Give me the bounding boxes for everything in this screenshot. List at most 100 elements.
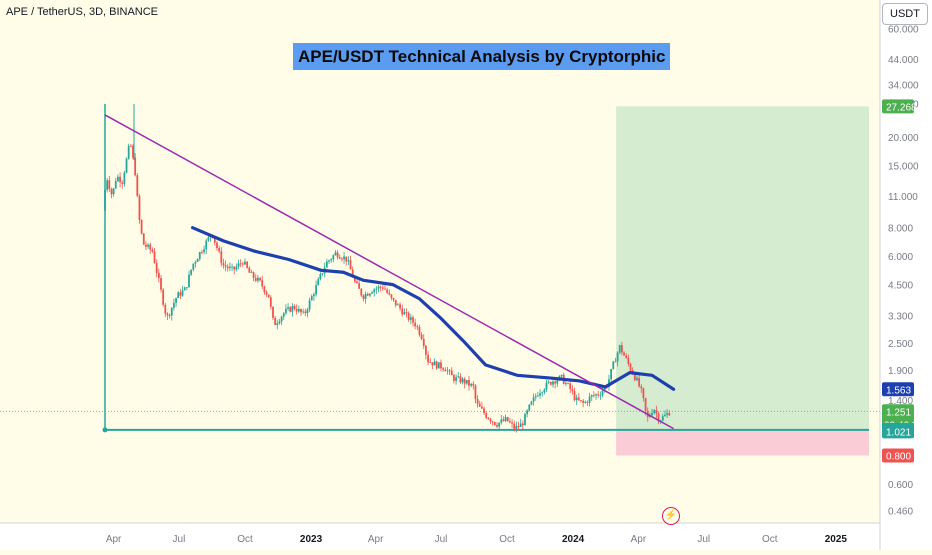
candle <box>166 312 169 320</box>
candle <box>289 306 292 313</box>
candle-body <box>321 273 324 275</box>
candle <box>345 256 348 266</box>
candle <box>616 351 619 367</box>
price-tag: 1.021 <box>882 424 914 439</box>
candle <box>465 380 468 386</box>
price-tag: 27.268 <box>882 99 917 114</box>
candle <box>629 362 632 373</box>
candle <box>453 373 455 384</box>
candle-body <box>651 412 653 416</box>
candle-body <box>588 396 591 403</box>
candle <box>136 172 139 198</box>
candle-body <box>599 395 602 397</box>
candle-body <box>239 263 242 265</box>
price-tag: 1.563 <box>882 382 914 397</box>
candle <box>388 289 391 296</box>
candle <box>468 375 470 391</box>
candle <box>129 144 132 147</box>
candle-body <box>429 362 432 364</box>
candle-body <box>509 421 511 423</box>
candle-body <box>134 157 137 176</box>
candle <box>151 247 154 253</box>
candle-body <box>653 410 656 413</box>
candle-body <box>407 312 410 320</box>
candle-body <box>565 383 567 384</box>
candle-body <box>636 377 638 381</box>
candle-body <box>425 345 427 355</box>
candle <box>554 380 557 389</box>
candle <box>375 286 378 294</box>
candle <box>435 360 438 370</box>
candle <box>149 242 152 254</box>
candle-body <box>543 389 546 393</box>
candle-body <box>248 267 251 273</box>
candle <box>181 286 184 297</box>
candle <box>651 408 653 417</box>
y-tick-label: 15.000 <box>888 161 919 172</box>
candle <box>431 362 434 370</box>
candle <box>491 420 494 426</box>
candle-body <box>205 240 208 250</box>
candle-body <box>573 391 576 401</box>
candle-body <box>414 322 417 327</box>
candle <box>427 351 429 366</box>
candle <box>280 315 283 326</box>
candle <box>450 367 453 376</box>
candle <box>379 285 382 292</box>
candle-body <box>272 306 274 318</box>
candle-body <box>157 272 160 279</box>
moving-average-line <box>190 226 676 391</box>
y-tick-label: 44.000 <box>888 55 919 66</box>
candle-body <box>453 375 455 381</box>
candle <box>321 273 324 276</box>
candle-body <box>375 288 378 290</box>
candle-body <box>261 280 264 287</box>
candle-body <box>519 423 522 428</box>
candle-body <box>437 362 440 369</box>
candle-body <box>401 308 404 315</box>
candle-body <box>640 386 643 389</box>
candle <box>405 308 408 318</box>
candle <box>192 263 195 272</box>
candle <box>420 332 423 341</box>
candle <box>474 384 477 404</box>
candle-body <box>664 414 666 417</box>
candle-body <box>545 382 548 390</box>
candle <box>612 360 615 370</box>
candle-body <box>644 398 647 411</box>
candle <box>278 318 281 325</box>
candle-body <box>263 286 266 293</box>
candle-body <box>104 189 106 211</box>
candle-body <box>138 195 141 220</box>
candle <box>330 258 333 263</box>
candle <box>481 401 483 410</box>
candle-body <box>463 378 466 384</box>
candle-body <box>297 309 300 312</box>
candle-body <box>188 274 190 288</box>
candle <box>347 256 350 266</box>
candle <box>597 390 600 399</box>
candle <box>478 400 481 407</box>
candle-body <box>629 363 632 371</box>
candle <box>222 258 225 269</box>
candle <box>526 409 529 418</box>
candle-body <box>345 256 348 262</box>
candle <box>203 245 205 255</box>
candle-body <box>371 292 373 294</box>
lightning-icon[interactable]: ⚡ <box>662 507 680 525</box>
candle-body <box>147 244 149 247</box>
candle <box>444 367 447 372</box>
candle-body <box>571 389 574 392</box>
candle <box>226 264 229 272</box>
currency-button[interactable]: USDT <box>882 3 928 25</box>
candle-body <box>474 385 477 400</box>
candle-body <box>593 395 595 396</box>
candle-body <box>465 380 468 384</box>
candle-body <box>532 397 535 402</box>
candle <box>595 393 597 400</box>
candle <box>108 175 111 192</box>
price-tag-label: 1.251 <box>886 407 911 418</box>
candle <box>657 411 660 425</box>
